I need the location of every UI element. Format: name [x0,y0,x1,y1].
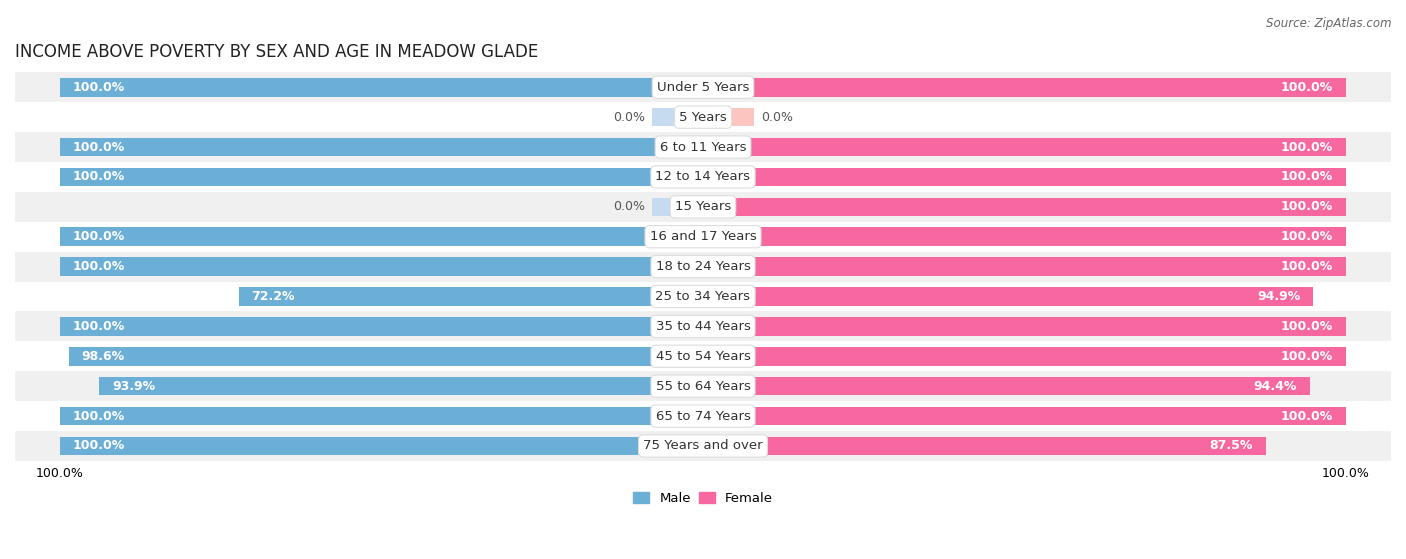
Text: 0.0%: 0.0% [613,111,645,124]
Text: 100.0%: 100.0% [1281,200,1333,214]
Bar [60,257,703,276]
Bar [15,282,1391,311]
Bar [703,78,1346,97]
Bar [60,138,703,157]
Text: 98.6%: 98.6% [82,350,125,363]
Text: 72.2%: 72.2% [252,290,295,303]
Text: 100.0%: 100.0% [73,170,125,183]
Text: 5 Years: 5 Years [679,111,727,124]
Bar [703,138,1346,157]
Bar [703,108,755,126]
Text: 100.0%: 100.0% [73,81,125,94]
Bar [703,168,1346,186]
Text: 93.9%: 93.9% [112,380,155,392]
Text: INCOME ABOVE POVERTY BY SEX AND AGE IN MEADOW GLADE: INCOME ABOVE POVERTY BY SEX AND AGE IN M… [15,43,538,61]
Bar [15,371,1391,401]
Bar [60,317,703,335]
Bar [60,78,703,97]
Text: 100.0%: 100.0% [1281,140,1333,154]
Bar [15,192,1391,222]
Bar [703,407,1346,425]
Bar [15,311,1391,342]
Bar [60,228,703,246]
Bar [60,168,703,186]
Text: 100.0%: 100.0% [73,230,125,243]
Bar [15,222,1391,252]
Bar [15,102,1391,132]
Text: Under 5 Years: Under 5 Years [657,81,749,94]
Bar [15,401,1391,431]
Text: 15 Years: 15 Years [675,200,731,214]
Bar [703,347,1346,366]
Legend: Male, Female: Male, Female [627,487,779,510]
Text: 35 to 44 Years: 35 to 44 Years [655,320,751,333]
Bar [15,252,1391,282]
Text: 100.0%: 100.0% [73,320,125,333]
Bar [703,437,1265,455]
Text: Source: ZipAtlas.com: Source: ZipAtlas.com [1267,17,1392,30]
Bar [15,342,1391,371]
Bar [69,347,703,366]
Text: 100.0%: 100.0% [1281,260,1333,273]
Text: 100.0%: 100.0% [73,439,125,452]
Bar [15,132,1391,162]
Bar [703,197,1346,216]
Text: 45 to 54 Years: 45 to 54 Years [655,350,751,363]
Bar [703,317,1346,335]
Bar [651,197,703,216]
Bar [15,72,1391,102]
Bar [60,407,703,425]
Bar [703,257,1346,276]
Text: 100.0%: 100.0% [1281,320,1333,333]
Text: 55 to 64 Years: 55 to 64 Years [655,380,751,392]
Text: 100.0%: 100.0% [1281,230,1333,243]
Bar [703,287,1313,306]
Text: 100.0%: 100.0% [73,140,125,154]
Text: 87.5%: 87.5% [1209,439,1253,452]
Text: 100.0%: 100.0% [1281,350,1333,363]
Text: 75 Years and over: 75 Years and over [643,439,763,452]
Text: 100.0%: 100.0% [1281,410,1333,423]
Text: 6 to 11 Years: 6 to 11 Years [659,140,747,154]
Text: 94.9%: 94.9% [1257,290,1301,303]
Text: 0.0%: 0.0% [613,200,645,214]
Bar [703,377,1310,395]
Text: 100.0%: 100.0% [1281,170,1333,183]
Bar [60,437,703,455]
Text: 100.0%: 100.0% [73,410,125,423]
Text: 65 to 74 Years: 65 to 74 Years [655,410,751,423]
Bar [703,228,1346,246]
Text: 94.4%: 94.4% [1254,380,1298,392]
Bar [100,377,703,395]
Bar [239,287,703,306]
Text: 12 to 14 Years: 12 to 14 Years [655,170,751,183]
Text: 25 to 34 Years: 25 to 34 Years [655,290,751,303]
Bar [15,431,1391,461]
Bar [651,108,703,126]
Text: 100.0%: 100.0% [73,260,125,273]
Bar [15,162,1391,192]
Text: 16 and 17 Years: 16 and 17 Years [650,230,756,243]
Text: 18 to 24 Years: 18 to 24 Years [655,260,751,273]
Text: 0.0%: 0.0% [761,111,793,124]
Text: 100.0%: 100.0% [1281,81,1333,94]
